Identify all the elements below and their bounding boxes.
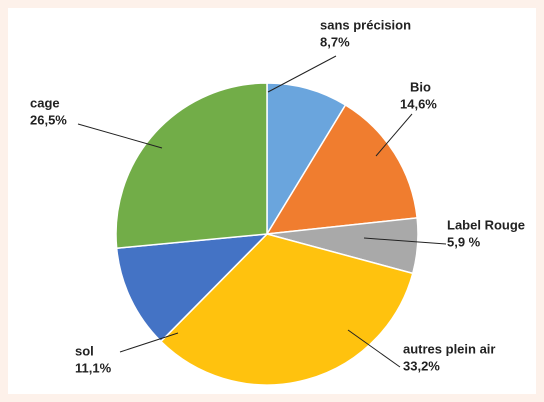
pie-slice (266, 82, 347, 237)
slice-label: Bio (410, 79, 431, 94)
pie-slice (159, 233, 414, 386)
leader-line (267, 55, 337, 93)
pie-slice (115, 82, 268, 250)
slice-value-label: 5,9 % (447, 234, 481, 249)
slice-label: autres plein air (403, 341, 495, 356)
slice-label: sans précision (320, 17, 411, 32)
slice-value-label: 26,5% (30, 112, 67, 127)
leader-line (375, 113, 413, 157)
slice-value-label: 11,1% (75, 360, 112, 375)
slice-label: Label Rouge (447, 217, 525, 232)
slice-value-label: 14,6% (400, 96, 437, 111)
slice-label: cage (30, 95, 60, 110)
slice-value-label: 33,2% (403, 358, 440, 373)
leader-line (347, 329, 401, 368)
slice-value-label: 8,7% (320, 34, 350, 49)
leader-line (119, 332, 179, 353)
leader-line (77, 123, 163, 149)
pie-slice (265, 103, 418, 235)
leader-line (363, 237, 447, 245)
pie-slice (115, 233, 269, 343)
slice-label: sol (75, 343, 94, 358)
